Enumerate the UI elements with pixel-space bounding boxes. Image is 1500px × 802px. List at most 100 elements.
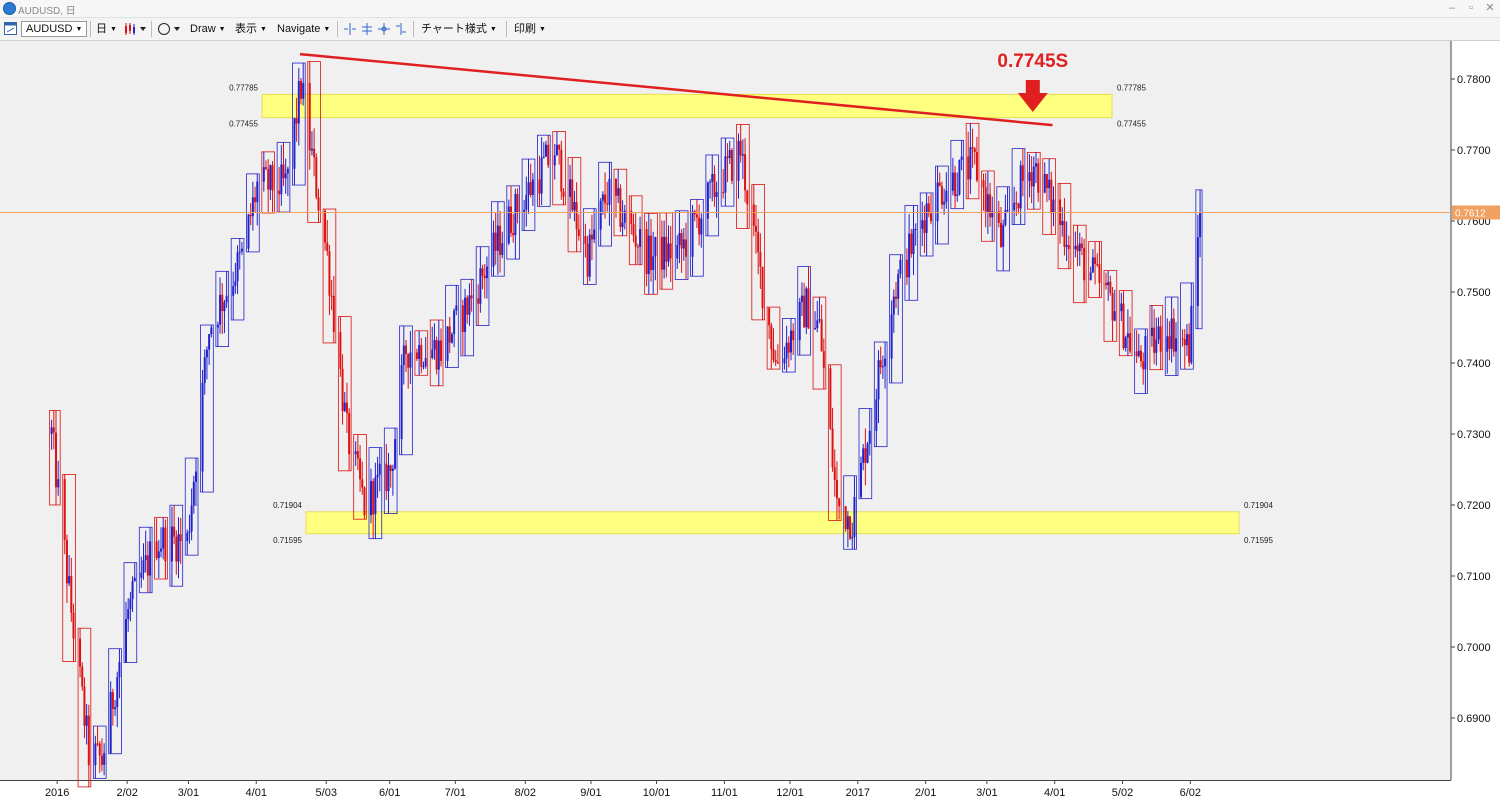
- candlestick[interactable]: [1159, 315, 1162, 370]
- candlestick[interactable]: [914, 223, 917, 246]
- candlestick[interactable]: [1045, 173, 1048, 203]
- candlestick[interactable]: [208, 333, 211, 365]
- candlestick[interactable]: [752, 184, 755, 237]
- candlestick[interactable]: [361, 461, 364, 495]
- candlestick[interactable]: [741, 139, 744, 180]
- candlestick[interactable]: [960, 140, 963, 171]
- candlestick[interactable]: [221, 283, 224, 335]
- candlestick[interactable]: [1120, 292, 1123, 322]
- candlestick[interactable]: [118, 648, 121, 699]
- candlestick[interactable]: [989, 182, 992, 227]
- candlestick[interactable]: [593, 208, 596, 244]
- candlestick[interactable]: [240, 241, 243, 255]
- candlestick[interactable]: [1142, 352, 1145, 385]
- candlestick[interactable]: [370, 468, 372, 524]
- candlestick[interactable]: [464, 288, 467, 356]
- candlestick[interactable]: [400, 354, 403, 455]
- candlestick[interactable]: [678, 210, 681, 264]
- candlestick[interactable]: [1002, 219, 1005, 271]
- candlestick[interactable]: [1052, 186, 1055, 227]
- candlestick[interactable]: [157, 540, 160, 579]
- candlestick[interactable]: [55, 410, 57, 505]
- candlestick[interactable]: [818, 297, 821, 324]
- candlestick[interactable]: [737, 133, 740, 199]
- candlestick[interactable]: [538, 155, 541, 207]
- candlestick[interactable]: [378, 447, 381, 492]
- candlestick[interactable]: [164, 519, 167, 580]
- candlestick[interactable]: [271, 160, 274, 214]
- candlestick[interactable]: [846, 511, 849, 548]
- scroll-tool-icon[interactable]: [394, 22, 408, 38]
- candlestick[interactable]: [711, 154, 714, 202]
- candlestick[interactable]: [562, 188, 565, 205]
- candlestick[interactable]: [116, 671, 119, 728]
- candlestick[interactable]: [376, 456, 379, 498]
- candlestick[interactable]: [402, 325, 405, 385]
- candlestick[interactable]: [724, 138, 727, 207]
- candlestick[interactable]: [927, 195, 930, 218]
- candlestick[interactable]: [109, 681, 112, 754]
- candlestick[interactable]: [547, 135, 550, 169]
- candlestick[interactable]: [332, 275, 335, 343]
- candlestick[interactable]: [57, 460, 60, 496]
- candlestick[interactable]: [313, 128, 316, 177]
- candlestick[interactable]: [606, 181, 609, 212]
- candlestick[interactable]: [1190, 282, 1193, 365]
- candlestick[interactable]: [146, 541, 149, 593]
- candlestick[interactable]: [1032, 156, 1035, 210]
- close-icon[interactable]: ✕: [1485, 2, 1495, 14]
- candlestick[interactable]: [1030, 156, 1033, 204]
- candlestick[interactable]: [234, 263, 237, 294]
- candlestick[interactable]: [899, 254, 902, 279]
- candlestick[interactable]: [201, 369, 204, 493]
- candlestick[interactable]: [477, 284, 480, 326]
- candlestick[interactable]: [1196, 214, 1199, 329]
- resistance-trendline[interactable]: [299, 52, 1053, 127]
- candlestick[interactable]: [485, 256, 488, 299]
- candlestick[interactable]: [103, 743, 106, 776]
- candlestick[interactable]: [440, 328, 442, 367]
- candlestick[interactable]: [324, 209, 327, 251]
- candlestick[interactable]: [1155, 317, 1158, 366]
- candlestick[interactable]: [269, 164, 272, 200]
- candlestick[interactable]: [431, 326, 434, 360]
- candlestick[interactable]: [560, 140, 563, 200]
- candlestick[interactable]: [529, 163, 532, 198]
- candlestick[interactable]: [956, 172, 959, 202]
- candlestick[interactable]: [133, 562, 136, 582]
- candlestick[interactable]: [1015, 191, 1018, 217]
- candlestick[interactable]: [295, 97, 298, 142]
- candlestick[interactable]: [481, 264, 484, 290]
- candlestick[interactable]: [1019, 160, 1022, 224]
- candlestick[interactable]: [387, 453, 390, 514]
- candlestick[interactable]: [391, 464, 394, 496]
- candlestick[interactable]: [317, 188, 320, 223]
- candlestick[interactable]: [632, 213, 635, 243]
- candlestick[interactable]: [654, 236, 657, 281]
- candlestick[interactable]: [1175, 322, 1177, 376]
- candlestick[interactable]: [884, 342, 887, 389]
- candlestick[interactable]: [326, 220, 329, 256]
- candlestick[interactable]: [267, 159, 270, 213]
- candlestick[interactable]: [81, 662, 84, 691]
- candlestick[interactable]: [1170, 297, 1173, 363]
- candlestick[interactable]: [354, 441, 357, 466]
- candlestick[interactable]: [435, 336, 438, 375]
- candlestick[interactable]: [496, 201, 499, 275]
- candlestick[interactable]: [223, 299, 226, 334]
- candlestick[interactable]: [286, 166, 289, 197]
- view-menu[interactable]: 表示 ▼: [235, 21, 267, 37]
- candlestick[interactable]: [96, 726, 99, 747]
- candlestick[interactable]: [420, 338, 423, 374]
- candlestick[interactable]: [501, 231, 504, 259]
- candlestick[interactable]: [195, 458, 197, 506]
- price-axis[interactable]: [1451, 41, 1500, 802]
- candlestick[interactable]: [698, 204, 701, 246]
- candlestick[interactable]: [1153, 309, 1156, 364]
- candlestick[interactable]: [1021, 148, 1024, 197]
- candlestick[interactable]: [954, 165, 957, 209]
- candlestick[interactable]: [461, 299, 464, 355]
- candlestick[interactable]: [293, 117, 296, 186]
- candlestick[interactable]: [936, 166, 939, 244]
- candlestick[interactable]: [205, 346, 208, 380]
